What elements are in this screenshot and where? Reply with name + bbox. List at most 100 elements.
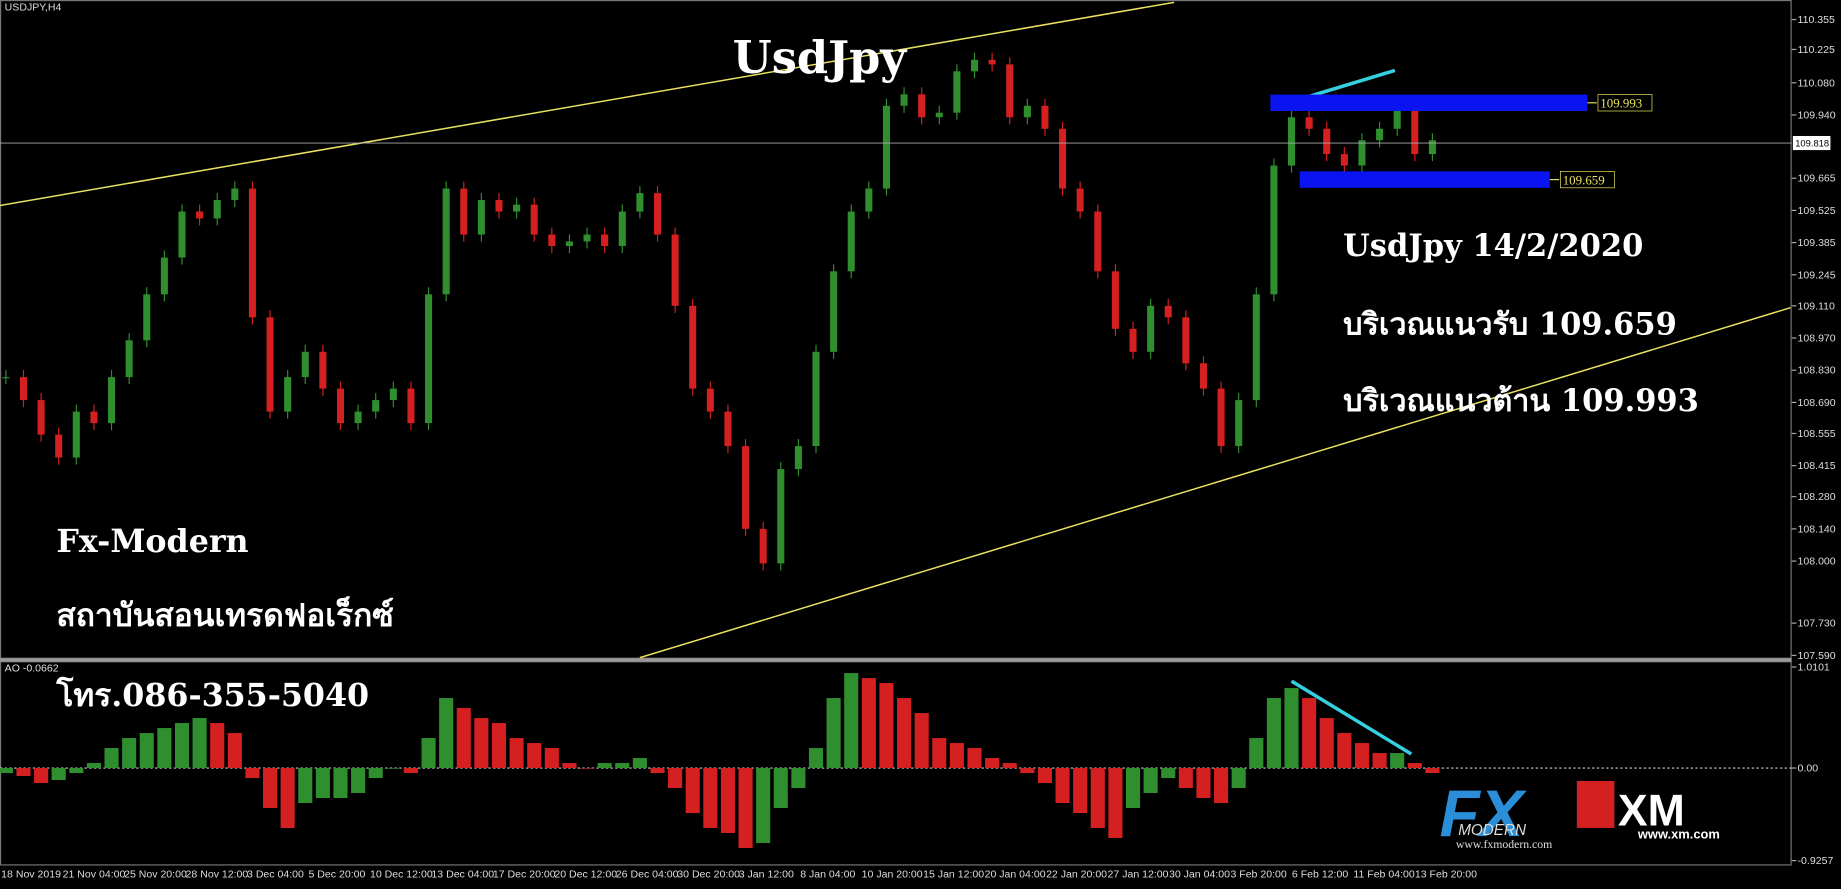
ao-bar	[703, 768, 718, 829]
date-note: UsdJpy 14/2/2020	[1343, 228, 1643, 264]
lower-trendline	[639, 306, 1791, 659]
ao-bar	[456, 708, 471, 769]
candle	[425, 294, 433, 424]
x-tick-label: 18 Nov 2019	[1, 868, 61, 880]
candle	[530, 204, 538, 235]
candle	[301, 351, 309, 378]
ao-bar	[897, 698, 912, 769]
support-zone	[1299, 171, 1550, 188]
y-tick-label: 107.590	[1798, 650, 1836, 662]
ao-bar	[861, 678, 876, 769]
ao-bar	[756, 768, 771, 844]
candle	[336, 388, 345, 424]
ao-bar	[139, 733, 154, 769]
ao-bar	[86, 763, 101, 769]
x-tick-label: 20 Dec 12:00	[554, 868, 617, 880]
y-tick-label: 110.355	[1798, 14, 1835, 26]
ao-bar	[210, 723, 225, 769]
current-price-label: 109.818	[1795, 138, 1829, 149]
candle	[882, 105, 890, 189]
ao-bar	[1266, 698, 1281, 769]
resistance-zone	[1270, 94, 1588, 112]
ao-bar	[985, 758, 1000, 769]
chart-title: UsdJpy	[733, 31, 907, 84]
xm-mark	[1576, 780, 1615, 828]
candle	[1164, 305, 1172, 318]
y-tick-label: 110.080	[1798, 77, 1835, 89]
candle	[653, 193, 662, 235]
brand-phone: โทร.086-355-5040	[55, 676, 369, 714]
ao-bar	[192, 718, 207, 769]
candle	[354, 411, 362, 424]
ao-bar	[1390, 753, 1405, 769]
candle	[1199, 363, 1207, 389]
ao-bar	[967, 748, 982, 769]
candle	[319, 351, 327, 389]
ao-bar	[1214, 768, 1229, 804]
candle	[196, 211, 204, 219]
candle	[90, 411, 98, 424]
candle	[565, 241, 573, 247]
candle	[812, 351, 820, 447]
plot: 110.355 110.225 110.080 109.940 109.665 109.5…	[0, 14, 1836, 867]
y-tick-label: 109.110	[1798, 300, 1835, 312]
x-tick-label: 11 Feb 04:00	[1353, 868, 1415, 880]
ao-bar	[174, 723, 190, 769]
candle	[759, 528, 767, 564]
candle	[284, 377, 292, 412]
ao-bar	[16, 768, 31, 777]
candle	[671, 234, 679, 306]
ao-bar	[632, 758, 647, 769]
ao-bar	[1002, 763, 1017, 769]
ao-bar	[1407, 763, 1422, 769]
x-tick-label: 13 Feb 20:00	[1415, 868, 1477, 880]
candle	[1147, 305, 1155, 352]
ao-bar	[280, 768, 295, 829]
ao-bar	[1108, 768, 1123, 839]
candle	[1182, 317, 1190, 364]
y-tick-label: 109.940	[1798, 109, 1836, 121]
candle	[706, 388, 714, 412]
x-tick-label: 28 Nov 12:00	[186, 868, 249, 880]
x-tick-label: 22 Jan 20:00	[1046, 868, 1107, 880]
y-tick-label: 108.555	[1798, 428, 1836, 440]
logo-xm-url: www.xm.com	[1637, 827, 1720, 842]
candle	[777, 469, 785, 564]
candle	[988, 59, 996, 65]
resistance-note: บริเวณแนวต้าน 109.993	[1343, 383, 1699, 419]
x-tick-label: 21 Nov 04:00	[63, 868, 126, 880]
support-label-box	[1560, 171, 1615, 189]
ao-bar	[122, 738, 137, 769]
ao-bar	[650, 768, 665, 774]
ao-bar	[1178, 768, 1193, 789]
ao-bar	[1319, 718, 1334, 769]
ao-bar	[474, 718, 489, 769]
ao-bar	[1055, 768, 1070, 804]
candle	[847, 211, 855, 272]
candle	[143, 294, 151, 341]
ao-bar	[826, 698, 841, 769]
ao-bar	[1354, 743, 1370, 769]
candle	[900, 94, 908, 106]
candle	[548, 234, 556, 247]
candle	[513, 204, 521, 212]
candle	[372, 400, 380, 412]
ao-bar	[509, 738, 524, 769]
candle	[495, 200, 503, 212]
y-tick-label: 108.140	[1798, 523, 1836, 535]
ao-bar	[685, 768, 700, 814]
candle	[1041, 105, 1049, 129]
ao-bar	[403, 768, 418, 774]
x-tick-label: 3 Feb 20:00	[1230, 868, 1286, 880]
x-tick-label: 3 Jan 12:00	[739, 868, 794, 880]
y-tick-label: 107.730	[1798, 618, 1836, 630]
ao-bar	[597, 763, 612, 769]
candle	[1129, 328, 1137, 352]
fx-logo: FX MODERN www.fxmodern.com	[1439, 776, 1552, 851]
current-price-box	[1792, 135, 1831, 151]
candle	[37, 400, 45, 435]
ao-bar	[298, 768, 313, 804]
ao-divergence-line	[1290, 679, 1413, 756]
